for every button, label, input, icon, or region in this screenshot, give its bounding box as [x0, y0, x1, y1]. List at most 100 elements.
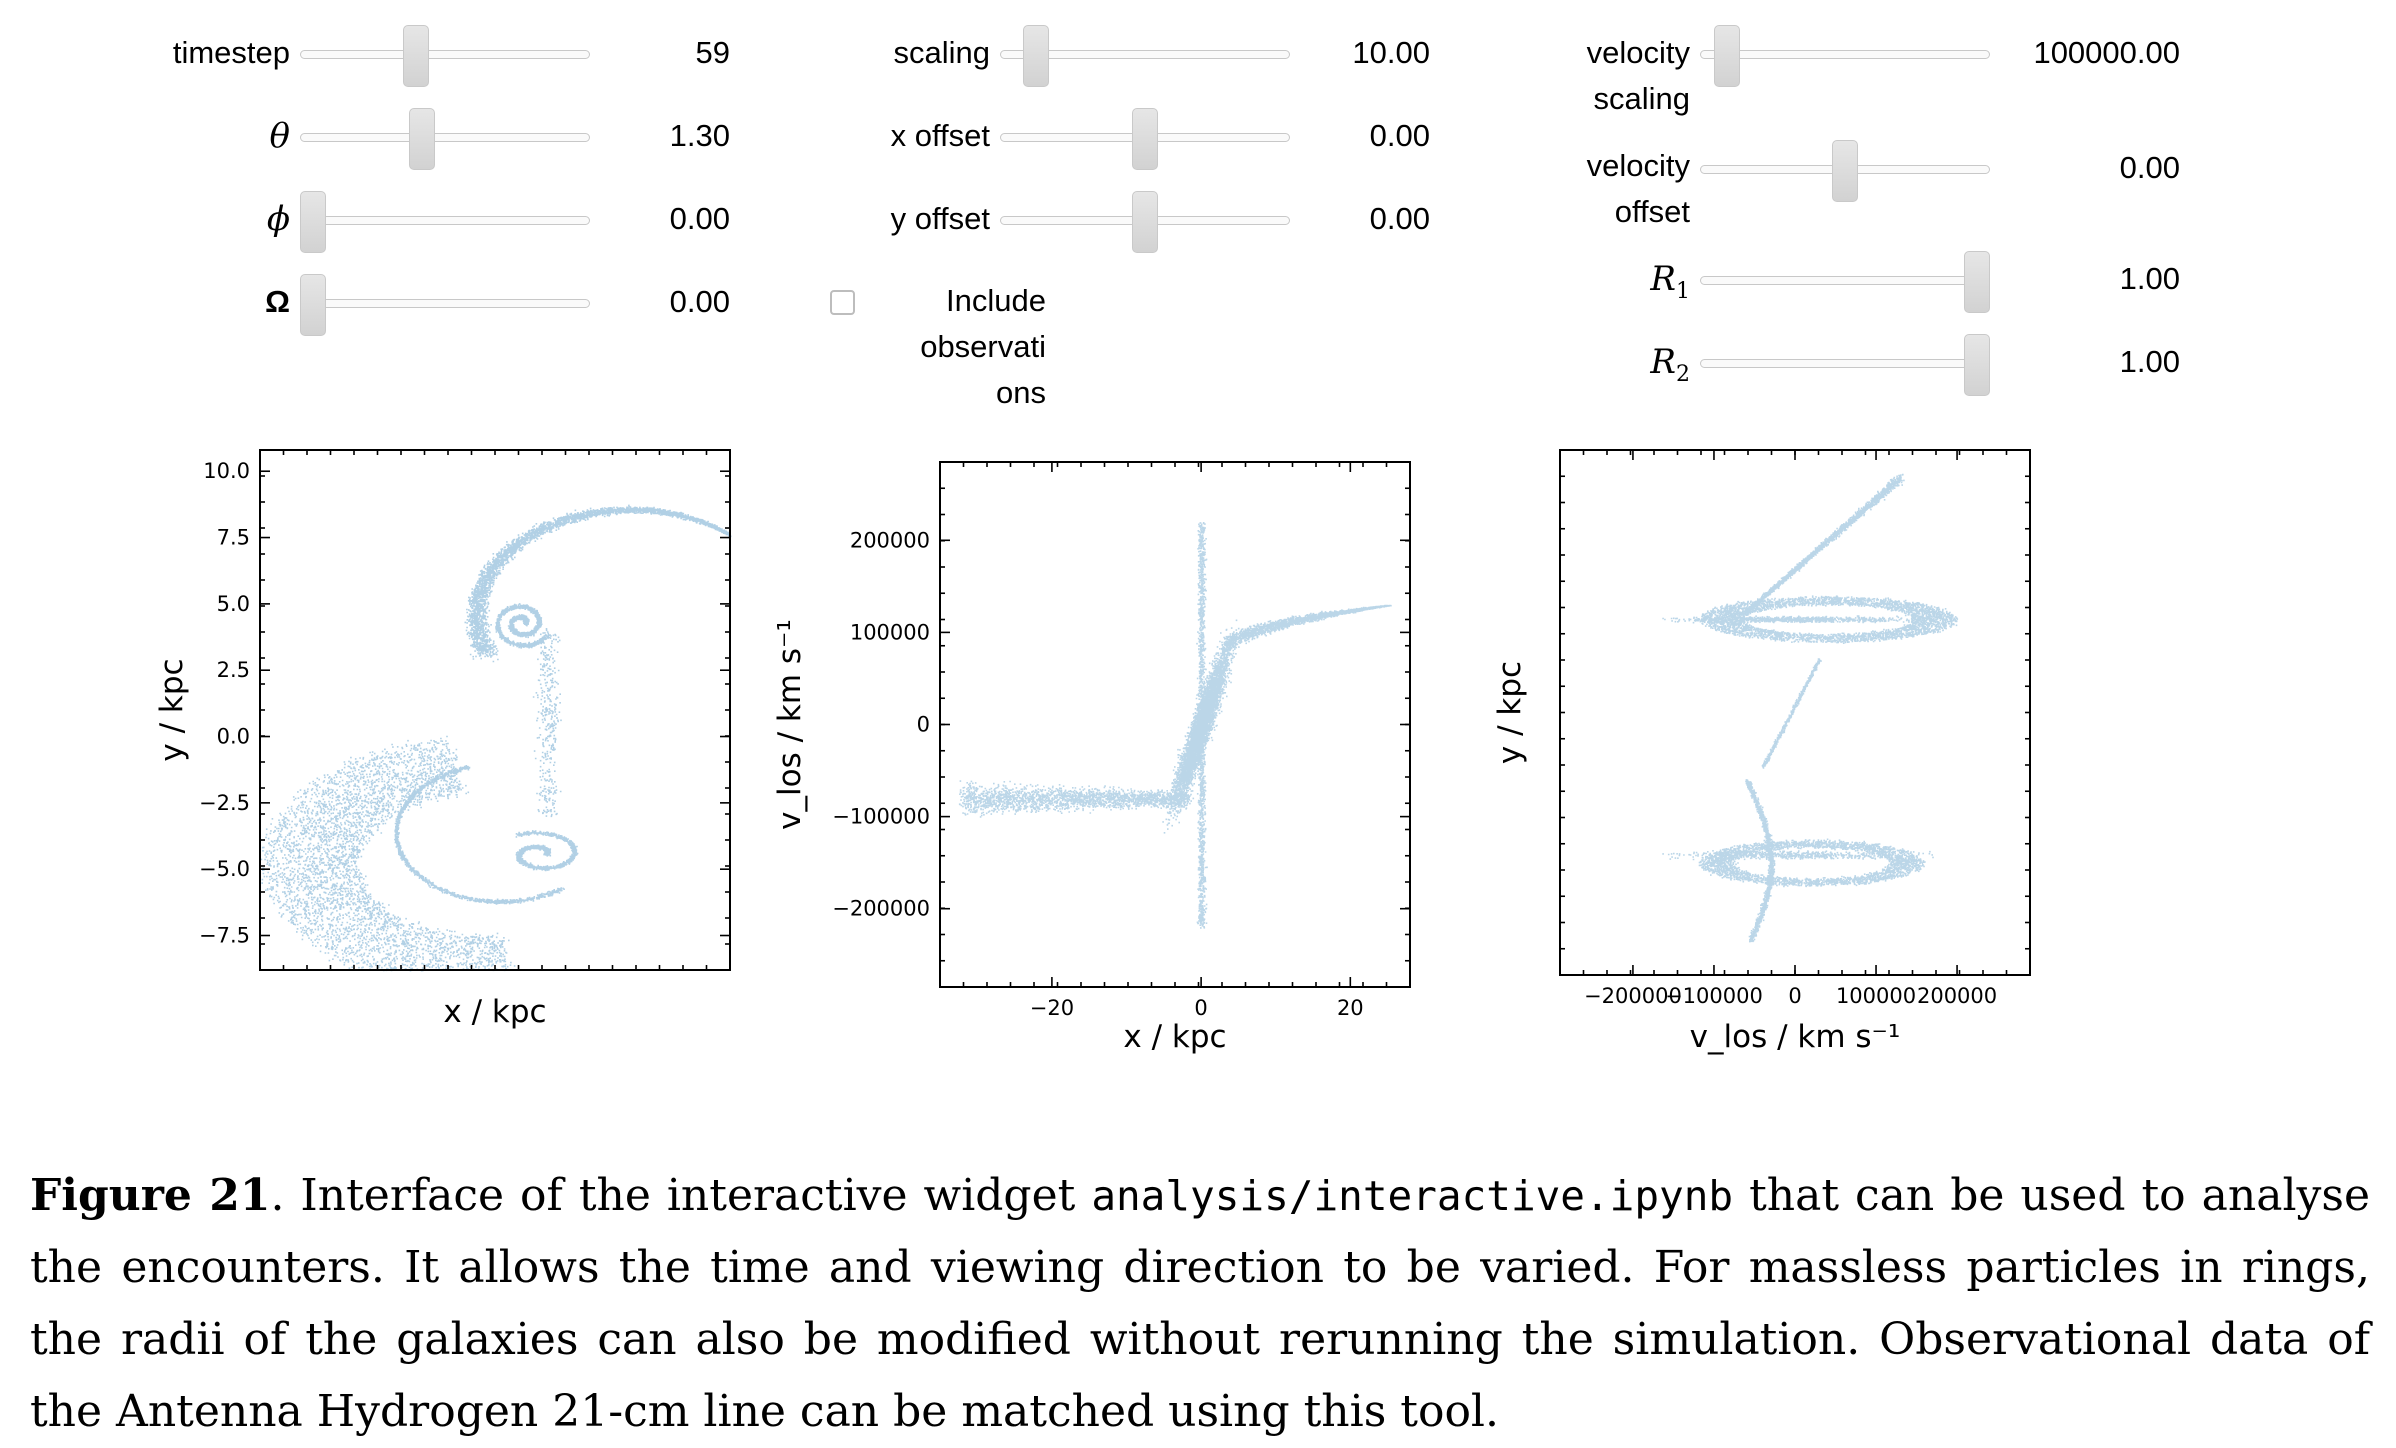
velocity-offset-label-line2: offset [1614, 194, 1690, 229]
x-tick-label: 20 [1337, 996, 1364, 1020]
r2-slider-handle[interactable] [1964, 334, 1991, 396]
vlos-y-plot: −200000−100000 0 100000 200000 v_los / km s⁻… [1492, 449, 2031, 1055]
velocity-scaling-value: 100000.00 [2033, 35, 2180, 70]
timestep-label: timestep [172, 35, 290, 70]
include-observations-label[interactable]: Include observati ons [866, 278, 1046, 416]
y-axis-label: v_los / km s⁻¹ [772, 619, 808, 830]
particle-scatter [1662, 473, 1959, 943]
r1-value: 1.00 [2119, 261, 2180, 296]
phi-slider-row: ϕ 0.00 [150, 191, 750, 276]
y-axis-label: y / kpc [154, 658, 190, 761]
particles [958, 522, 1392, 929]
checkbox-label-line2: observati [920, 329, 1046, 364]
r1-slider-handle[interactable] [1964, 251, 1991, 313]
y-offset-slider[interactable] [1000, 191, 1290, 253]
y-offset-slider-handle[interactable] [1132, 191, 1158, 253]
y-offset-slider-row: y offset 0.00 [850, 191, 1450, 276]
y-tick-label: 100000 [850, 620, 930, 644]
r1-label-symbol: R [1650, 259, 1676, 299]
velocity-offset-slider-row: velocity offset 0.00 [1550, 140, 2200, 243]
scaling-slider-row: scaling 10.00 [850, 25, 1450, 110]
scaling-slider-handle[interactable] [1022, 25, 1049, 87]
r1-slider-row: R1 1.00 [1550, 251, 2200, 336]
omega-slider[interactable] [299, 274, 590, 336]
x-offset-slider[interactable] [1000, 108, 1290, 170]
caption-text-before: . Interface of the interactive widget [270, 1170, 1092, 1221]
x-tick-label: −20 [1030, 996, 1074, 1020]
timestep-slider[interactable] [300, 25, 590, 87]
timestep-slider-handle[interactable] [403, 25, 430, 87]
theta-slider-row: θ 1.30 [150, 108, 750, 193]
y-tick-label: 7.5 [217, 526, 250, 550]
velocity-scaling-slider-row: velocity scaling 100000.00 [1550, 25, 2200, 130]
theta-value: 1.30 [669, 118, 730, 153]
y-tick-label: −200000 [832, 897, 930, 921]
r2-value: 1.00 [2119, 344, 2180, 379]
r1-label-subscript: 1 [1676, 278, 1690, 304]
r2-slider[interactable] [1700, 334, 1991, 396]
omega-slider-handle[interactable] [299, 274, 326, 336]
particle-scatter [260, 504, 732, 972]
velocity-offset-slider[interactable] [1700, 140, 1990, 202]
y-tick-label: 5.0 [217, 592, 250, 616]
velocity-scaling-slider[interactable] [1700, 25, 1990, 87]
scaling-slider[interactable] [1000, 25, 1290, 87]
caption-code: analysis/interactive.ipynb [1091, 1172, 1734, 1220]
r1-label: R1 [1450, 256, 1690, 315]
y-axis-label: y / kpc [1492, 661, 1528, 764]
phi-slider[interactable] [299, 191, 590, 253]
velocity-offset-label-line1: velocity [1586, 148, 1690, 183]
particles [1662, 473, 1959, 943]
y-tick-label: −100000 [832, 805, 930, 829]
omega-value: 0.00 [669, 284, 730, 319]
particle-scatter [958, 522, 1392, 929]
r2-label-symbol: R [1650, 342, 1676, 382]
x-offset-value: 0.00 [1369, 118, 1430, 153]
include-observations-row: Include observati ons [830, 278, 1046, 418]
checkbox-label-line3: ons [996, 375, 1046, 410]
r2-label: R2 [1450, 339, 1690, 398]
y-tick-label: −5.0 [199, 857, 250, 881]
r1-slider[interactable] [1700, 251, 1991, 313]
omega-label: Ω [265, 284, 290, 319]
x-offset-slider-row: x offset 0.00 [850, 108, 1450, 193]
y-offset-label: y offset [890, 201, 990, 236]
y-tick-label: 10.0 [203, 459, 250, 483]
velocity-scaling-label-line1: velocity [1586, 35, 1690, 70]
y-tick-label: 0 [917, 713, 930, 737]
x-axis-label: x / kpc [1123, 1019, 1226, 1055]
x-axis-label: v_los / km s⁻¹ [1690, 1019, 1901, 1055]
y-tick-label: −2.5 [199, 791, 250, 815]
phi-slider-handle[interactable] [299, 191, 326, 253]
x-offset-label: x offset [890, 118, 990, 153]
velocity-scaling-slider-handle[interactable] [1713, 25, 1740, 87]
scaling-label: scaling [893, 35, 991, 70]
timestep-slider-row: timestep 59 [150, 25, 750, 110]
velocity-scaling-label-line2: scaling [1593, 81, 1691, 116]
omega-slider-row: Ω 0.00 [150, 274, 750, 359]
velocity-offset-slider-handle[interactable] [1832, 140, 1858, 202]
scaling-value: 10.00 [1352, 35, 1430, 70]
y-offset-value: 0.00 [1369, 201, 1430, 236]
velocity-scaling-label: velocity scaling [1450, 30, 1690, 122]
plot-frame [1559, 449, 2031, 976]
x-tick-label: −100000 [1665, 984, 1763, 1008]
timestep-value: 59 [695, 35, 730, 70]
y-tick-label: −7.5 [199, 924, 250, 948]
checkbox-label-line1: Include [946, 283, 1046, 318]
y-tick-label: 2.5 [217, 658, 250, 682]
x-tick-label: 200000 [1917, 984, 1997, 1008]
phi-label: ϕ [266, 199, 290, 239]
theta-slider-handle[interactable] [408, 108, 435, 170]
x-tick-label: 0 [1194, 996, 1207, 1020]
x-axis-label: x / kpc [443, 994, 546, 1030]
figure-caption: Figure 21. Interface of the interactive … [30, 1160, 2370, 1448]
x-offset-slider-handle[interactable] [1132, 108, 1158, 170]
x-tick-label: 0 [1788, 984, 1801, 1008]
particles [260, 504, 732, 972]
x-vlos-plot: 200000 100000 0 −100000 −200000 −20 0 20 x / kpc… [772, 461, 1411, 1055]
include-observations-checkbox[interactable] [830, 290, 855, 315]
r2-label-subscript: 2 [1676, 361, 1690, 387]
y-tick-label: 0.0 [217, 725, 250, 749]
theta-slider[interactable] [300, 108, 590, 170]
